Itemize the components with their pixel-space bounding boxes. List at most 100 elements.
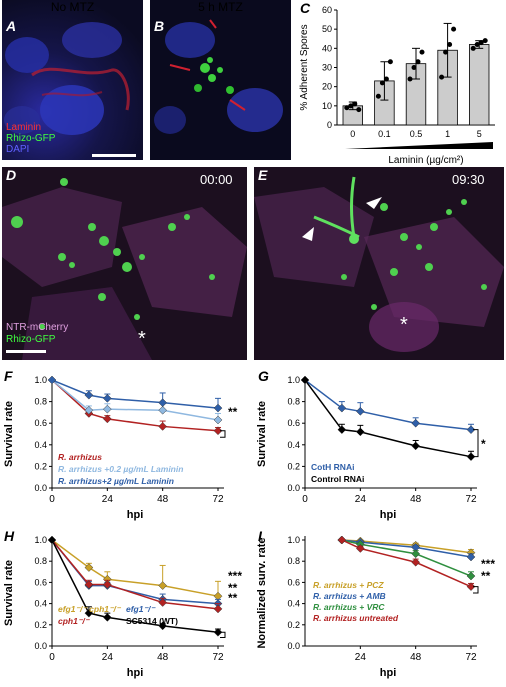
data-point	[379, 80, 385, 86]
panel-b-title: 5 h MTZ	[198, 0, 243, 14]
panel-a-image	[2, 0, 143, 160]
data-point	[383, 76, 389, 82]
x-axis-label: Laminin (µg/cm²)	[388, 155, 463, 165]
legend-entry: R. arrhizus +0.2 µg/mL Laminin	[58, 464, 183, 474]
x-tick-label: 0	[49, 494, 55, 505]
panel-label-h: H	[4, 528, 15, 544]
series-line	[304, 379, 472, 458]
y-tick-label: 0.6	[34, 577, 47, 587]
legend-entry: efg1⁻/⁻	[126, 604, 156, 614]
chart-g: 0.0 0.2 0.4 0.6 0.8 1.0 0 24 48 72 hpi Survival rat…	[256, 375, 486, 521]
laminin-gradient-wedge	[345, 142, 493, 149]
x-tick-label: 5	[477, 129, 482, 139]
data-point	[158, 405, 168, 415]
significance-marker: **	[228, 581, 238, 595]
y-tick-label: 40	[322, 43, 332, 53]
y-tick-label: 0.2	[287, 620, 300, 630]
data-point	[355, 406, 365, 416]
significance-bracket	[220, 631, 226, 639]
data-point	[474, 42, 480, 47]
x-tick-label: 72	[465, 494, 477, 505]
data-point	[411, 557, 421, 567]
legend-entry: SC5314 (WT)	[126, 616, 178, 626]
data-point	[84, 608, 94, 618]
legend-rhizo-gfp: Rhizo-GFP	[6, 133, 56, 144]
x-tick-label: 0	[350, 129, 355, 139]
data-point	[466, 452, 476, 462]
panel-label-b: B	[154, 18, 165, 34]
data-point	[411, 441, 421, 451]
x-axis-label: hpi	[127, 509, 144, 521]
y-tick-label: 50	[322, 24, 332, 34]
series-line	[341, 539, 472, 588]
panel-label-g: G	[258, 368, 269, 384]
y-tick-label: 0	[327, 120, 332, 130]
legend-entry: R. arrhizus	[58, 452, 102, 462]
y-tick-label: 0.2	[287, 461, 300, 471]
x-tick-label: 72	[212, 494, 224, 505]
data-point	[447, 42, 453, 47]
data-point	[355, 427, 365, 437]
panel-label-e: E	[258, 167, 268, 183]
y-tick-label: 0.2	[34, 620, 47, 630]
y-tick-label: 0.2	[34, 461, 47, 471]
legend-entry: cph1⁻/⁻	[58, 616, 91, 626]
data-point	[213, 604, 223, 614]
y-tick-label: 1.0	[287, 535, 300, 545]
y-tick-label: 0.0	[287, 641, 300, 651]
x-tick-label: 48	[157, 494, 169, 505]
data-point	[84, 405, 94, 415]
legend-laminin: Laminin	[6, 122, 42, 133]
y-axis-label: % Adherent Spores	[299, 24, 310, 110]
y-axis-label: Survival rate	[256, 401, 268, 467]
y-tick-label: 20	[322, 82, 332, 92]
x-tick-label: 48	[410, 652, 422, 663]
panel-label-c: C	[300, 0, 311, 16]
panel-b-image	[150, 0, 291, 160]
asterisk-e: *	[400, 314, 408, 336]
data-point	[344, 105, 350, 111]
data-point	[84, 563, 94, 572]
data-point	[466, 571, 476, 581]
data-point	[466, 425, 476, 435]
data-point	[387, 59, 393, 65]
legend-ntr-mcherry: NTR-mCherry	[6, 322, 69, 333]
data-point	[439, 74, 445, 80]
y-tick-label: 0.6	[287, 577, 300, 587]
panel-label-a: A	[6, 18, 17, 34]
y-tick-label: 0.8	[287, 397, 300, 407]
legend-entry: R. arrhizus + AMB	[313, 591, 386, 601]
data-point	[411, 418, 421, 428]
y-axis-label: Survival rate	[3, 560, 15, 626]
data-point	[158, 422, 168, 431]
legend-dapi: DAPI	[6, 144, 30, 155]
y-tick-label: 1.0	[34, 375, 47, 385]
significance-marker: **	[228, 405, 238, 419]
x-axis-label: hpi	[380, 667, 397, 679]
y-tick-label: 0.0	[34, 641, 47, 651]
data-point	[102, 394, 112, 403]
y-tick-label: 30	[322, 63, 332, 73]
legend-entry: CotH RNAi	[311, 462, 354, 472]
panel-label-i: I	[258, 528, 262, 544]
data-point	[102, 414, 112, 424]
data-point	[348, 103, 354, 109]
data-point	[411, 549, 421, 559]
x-tick-label: 0.5	[410, 129, 423, 139]
data-point	[102, 613, 112, 622]
x-tick-label: 48	[157, 652, 169, 663]
x-tick-label: 24	[102, 652, 114, 663]
chart-f: 0.0 0.2 0.4 0.6 0.8 1.0 0 24 48 72 hpi Survival rat…	[3, 375, 238, 521]
chart-c: 0 10 20 30 40 50 60 % Adherent Spores 0 0.1 0.5 1 5 L…	[299, 5, 495, 165]
significance-bracket	[220, 430, 226, 438]
x-tick-label: 24	[355, 652, 367, 663]
series-line	[51, 539, 219, 610]
series-line	[341, 539, 472, 577]
y-tick-label: 1.0	[34, 535, 47, 545]
y-tick-label: 0.4	[287, 599, 300, 609]
y-tick-label: 0.0	[287, 483, 300, 493]
panel-e-image	[254, 167, 504, 360]
data-point	[158, 621, 168, 631]
y-axis-label: Survival rate	[3, 401, 15, 467]
significance-marker: ***	[228, 569, 242, 583]
